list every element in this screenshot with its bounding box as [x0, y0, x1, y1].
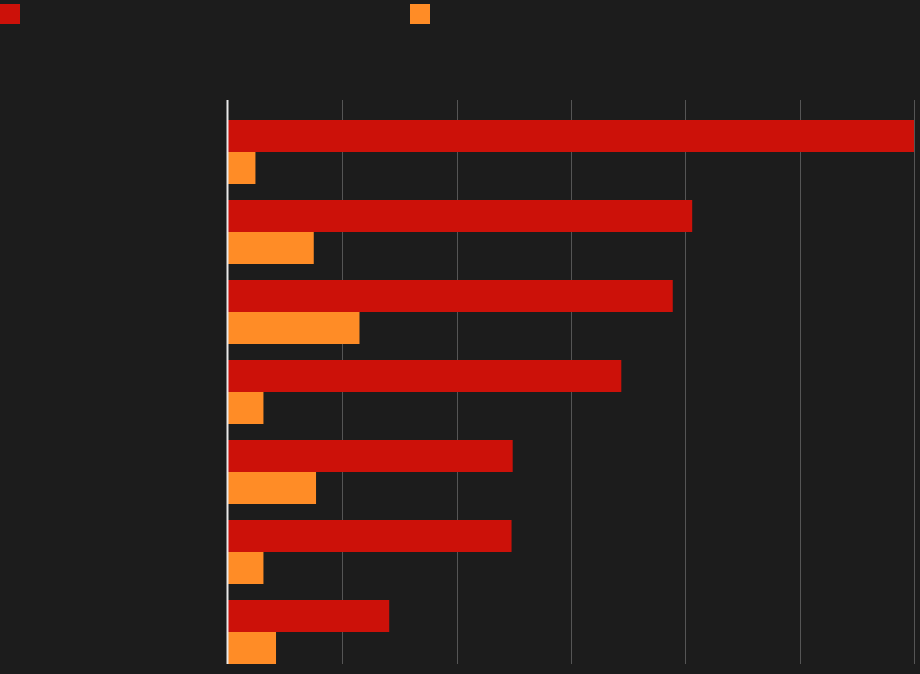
legend-item-series-2 — [410, 4, 436, 24]
bar-series-2-category-4 — [228, 392, 264, 424]
bar-series-1-category-5 — [228, 440, 513, 472]
bar-series-1-category-7 — [228, 600, 390, 632]
bar-series-2-category-5 — [228, 472, 317, 504]
bar-series-1-category-6 — [228, 520, 512, 552]
bar-series-1-category-2 — [228, 200, 693, 232]
bar-series-2-category-3 — [228, 312, 360, 344]
bar-series-1-category-3 — [228, 280, 673, 312]
bar-series-1-category-4 — [228, 360, 622, 392]
legend-swatch-series-1 — [0, 4, 20, 24]
bar-series-2-category-2 — [228, 232, 314, 264]
bar-series-2-category-7 — [228, 632, 277, 664]
bar-series-1-category-1 — [228, 120, 914, 152]
bar-series-2-category-6 — [228, 552, 264, 584]
legend-swatch-series-2 — [410, 4, 430, 24]
legend-item-series-1 — [0, 4, 26, 24]
bar-series-2-category-1 — [228, 152, 256, 184]
